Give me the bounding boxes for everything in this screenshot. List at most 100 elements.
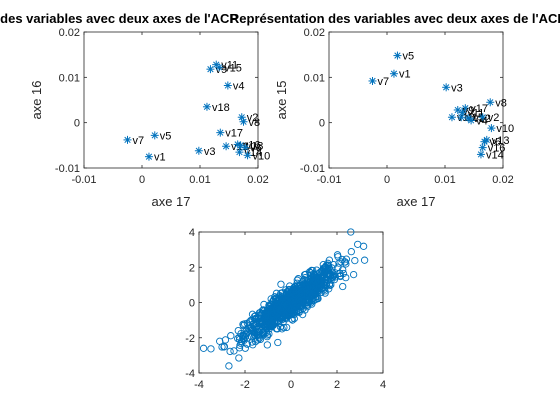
scatter-point — [279, 299, 287, 308]
scatter-point — [271, 293, 279, 301]
scatter-point — [329, 261, 338, 269]
point-label: v7 — [378, 76, 390, 88]
data-point: v7 — [368, 76, 390, 88]
scatter-point — [250, 312, 259, 321]
asterisk-marker — [453, 105, 462, 114]
point-label: v13 — [246, 140, 264, 152]
asterisk-marker — [442, 83, 451, 92]
x-tick-label: -0.01 — [316, 174, 341, 186]
scatter-point — [320, 281, 328, 289]
asterisk-marker — [239, 117, 248, 126]
point-label: v5 — [402, 51, 414, 63]
x-tick-label: -2 — [240, 379, 250, 391]
y-tick-label: 0 — [319, 118, 325, 130]
scatter-point — [226, 347, 234, 356]
data-point: v6 — [480, 137, 501, 149]
y-axis-label-right: axe 15 — [274, 80, 289, 119]
x-tick-label: 0 — [384, 174, 390, 186]
scatter-point — [306, 269, 314, 277]
point-label: v8 — [495, 97, 507, 109]
scatter-point — [282, 305, 291, 313]
point-label: v5 — [160, 130, 172, 142]
data-point: v2 — [478, 112, 499, 124]
y-axis-label-left: axe 16 — [29, 80, 44, 119]
point-label: v6 — [489, 137, 501, 149]
scatter-point — [235, 354, 243, 362]
scatter-point — [303, 276, 312, 285]
scatter-point — [257, 319, 266, 327]
asterisk-marker — [202, 102, 211, 111]
point-label: v8 — [249, 117, 261, 129]
scatter-point — [275, 318, 283, 326]
data-point: v14 — [476, 149, 504, 161]
point-label: v2 — [247, 112, 259, 124]
scatter-point — [325, 256, 334, 264]
scatter-point — [336, 272, 344, 281]
scatter-point — [308, 290, 316, 299]
data-point: v1 — [144, 152, 166, 164]
scatter-point — [351, 256, 359, 265]
scatter-point — [311, 290, 319, 298]
scatter-point — [354, 240, 362, 248]
scatter-point — [199, 344, 208, 352]
scatter-point — [272, 325, 281, 333]
scatter-point — [310, 270, 318, 278]
scatter-point — [295, 308, 303, 317]
scatter-point — [272, 310, 280, 318]
x-tick-label: 0 — [139, 174, 145, 186]
point-label: v12 — [473, 113, 491, 125]
asterisk-marker — [235, 148, 244, 157]
scatter-point — [331, 273, 339, 281]
scatter-point — [293, 292, 301, 300]
data-point: v18 — [202, 102, 230, 114]
point-label: v16 — [243, 139, 261, 151]
chart-panel-left: Représentation des variables avec deux a… — [0, 11, 270, 209]
scatter-point — [220, 343, 228, 351]
axis-ticks-bottom: -4 -2 0 2 4 -4 -2 0 2 4 — [185, 227, 386, 391]
point-label: v4 — [233, 80, 245, 92]
point-label: v9 — [463, 105, 475, 117]
scatter-point — [277, 280, 285, 288]
scatter-point — [243, 340, 251, 348]
asterisk-marker — [222, 142, 231, 151]
x-tick-label: -4 — [194, 379, 204, 391]
y-tick-label: 0.02 — [59, 27, 80, 39]
scatter-point — [308, 282, 316, 290]
asterisk-marker — [389, 69, 398, 78]
asterisk-marker — [144, 152, 153, 161]
y-tick-label: -0.01 — [55, 163, 80, 175]
scatter-point — [253, 318, 262, 327]
scatter-point — [242, 326, 251, 334]
chart-panel-right: Représentation des variables avec deux a… — [230, 11, 560, 209]
scatter-point — [263, 341, 271, 349]
scatter-point — [333, 251, 342, 259]
scatter-point — [250, 330, 258, 339]
scatter-point — [349, 270, 358, 279]
asterisk-marker — [243, 151, 252, 160]
asterisk-marker — [150, 131, 159, 140]
points-right: v5v1v7v3v8v17v9v11v18v15v12v2v4v10v13v6v… — [368, 51, 514, 161]
data-point: v1 — [389, 69, 411, 81]
data-point: v10 — [487, 123, 514, 135]
scatter-point — [342, 273, 350, 282]
y-tick-label: -0.01 — [300, 163, 325, 175]
scatter-point — [338, 255, 346, 264]
scatter-point — [278, 304, 286, 312]
x-tick-label: 4 — [380, 379, 386, 391]
asterisk-marker — [123, 135, 132, 144]
chart-title-right: Représentation des variables avec deux a… — [230, 11, 560, 26]
y-tick-label: 0.02 — [304, 27, 325, 39]
asterisk-marker — [458, 108, 467, 117]
point-label: v7 — [133, 135, 145, 147]
chart-title-left: Représentation des variables avec deux a… — [0, 11, 238, 26]
data-point: v5 — [393, 51, 414, 63]
data-point: v6 — [241, 143, 262, 155]
scatter-point — [297, 287, 305, 296]
data-point: v8 — [239, 117, 261, 129]
scatter-point — [291, 283, 299, 291]
scatter-point — [237, 337, 246, 346]
point-label: v3 — [451, 82, 463, 94]
point-label: v10 — [496, 123, 514, 135]
point-label: v16 — [488, 143, 506, 155]
scatter-point — [308, 277, 316, 285]
